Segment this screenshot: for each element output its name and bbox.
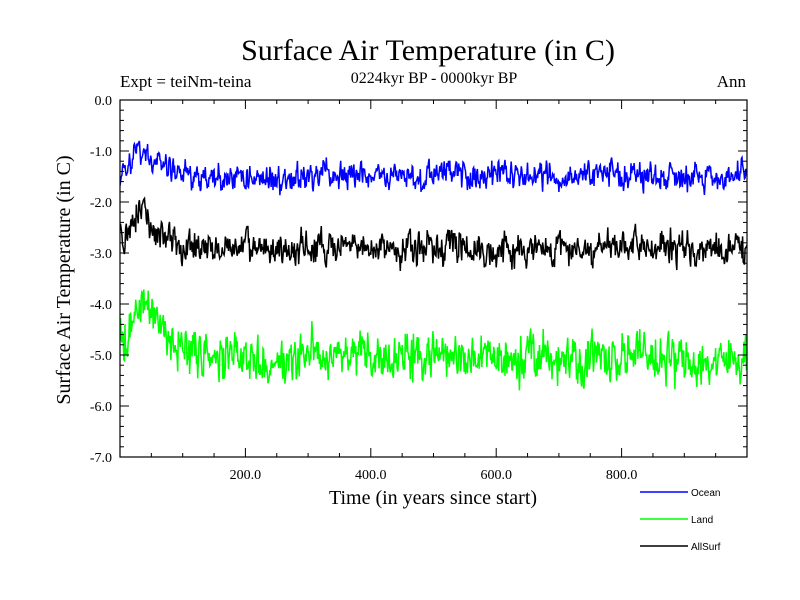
- y-tick-labels: 0.0 -1.0 -2.0 -3.0 -4.0 -5.0 -6.0 -7.0: [90, 94, 112, 466]
- y-tick-label: 0.0: [95, 94, 113, 109]
- y-tick-label: -3.0: [90, 247, 112, 262]
- experiment-label: Expt = teiNm-teina: [120, 72, 252, 91]
- legend-label-land: Land: [691, 515, 713, 526]
- y-tick-label: -1.0: [90, 145, 112, 160]
- axis-ticks: [119, 99, 748, 458]
- series-group: [120, 140, 747, 391]
- y-tick-label: -5.0: [90, 349, 112, 364]
- plot-frame: [119, 99, 748, 458]
- y-tick-label: -2.0: [90, 196, 112, 211]
- season-label: Ann: [717, 72, 747, 91]
- chart-subtitle: 0224kyr BP - 0000kyr BP: [351, 70, 518, 87]
- y-tick-label: -6.0: [90, 400, 112, 415]
- x-tick-label: 400.0: [355, 468, 387, 483]
- chart-title: Surface Air Temperature (in C): [241, 34, 615, 67]
- legend: Ocean Land AllSurf: [640, 488, 721, 553]
- x-axis-label: Time (in years since start): [329, 487, 537, 509]
- x-tick-label: 200.0: [230, 468, 262, 483]
- series-line-allsurf: [120, 196, 747, 272]
- x-tick-labels: 200.0 400.0 600.0 800.0: [230, 468, 638, 483]
- y-tick-label: -7.0: [90, 451, 112, 466]
- x-tick-label: 800.0: [606, 468, 638, 483]
- y-tick-label: -4.0: [90, 298, 112, 313]
- legend-label-allsurf: AllSurf: [691, 542, 721, 553]
- legend-label-ocean: Ocean: [691, 488, 720, 499]
- x-tick-label: 600.0: [480, 468, 512, 483]
- series-line-ocean: [120, 140, 747, 196]
- y-axis-label: Surface Air Temperature (in C): [53, 155, 75, 404]
- series-line-land: [120, 289, 747, 391]
